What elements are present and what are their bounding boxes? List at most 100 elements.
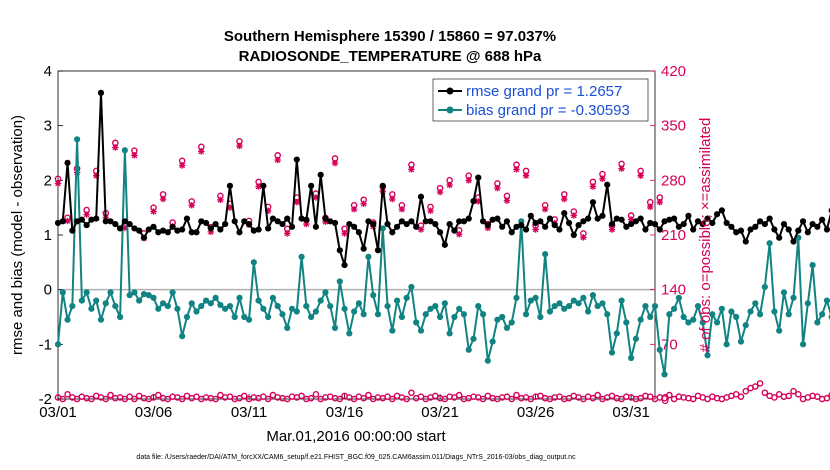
rmse-point	[484, 222, 491, 229]
bias-point	[436, 313, 444, 321]
rmse-point	[508, 229, 515, 236]
bias-point	[312, 308, 320, 315]
obs-assimilated-stroke	[427, 207, 434, 214]
bias-point	[78, 297, 85, 304]
obs-assimilated-stroke	[570, 212, 577, 219]
x-tick-label: 03/31	[612, 404, 650, 421]
obs-assimilated-stroke	[55, 180, 61, 187]
obs-possible-marker	[212, 395, 219, 403]
rmse-point	[169, 223, 176, 230]
bias-point	[441, 300, 448, 307]
bias-point	[389, 327, 396, 334]
legend-rmse-label: rmse grand pr = 1.2657	[466, 83, 622, 100]
rmse-point	[374, 247, 382, 254]
rmse-point	[742, 238, 749, 245]
rmse-point	[522, 226, 530, 233]
y-tick-label: -2	[39, 391, 52, 408]
rmse-point	[747, 226, 754, 233]
obs-assimilated-stroke	[131, 152, 138, 159]
rmse-point	[308, 182, 315, 189]
rmse-point	[580, 218, 587, 225]
bias-point	[465, 346, 472, 353]
rmse-point	[618, 216, 625, 223]
rmse-point	[236, 229, 243, 236]
bias-point	[656, 346, 663, 353]
rmse-point	[561, 210, 568, 217]
bias-point	[202, 297, 210, 304]
obs-possible-marker	[264, 395, 272, 403]
bias-point	[542, 251, 549, 258]
obs-assimilated-stroke	[456, 231, 463, 238]
bias-point	[647, 313, 654, 321]
rmse-point	[661, 218, 668, 225]
legend-bias-label: bias grand pr = -0.30593	[466, 102, 630, 119]
bias-point	[403, 294, 410, 301]
obs-assimilated-stroke	[609, 226, 615, 233]
bias-point	[331, 324, 339, 332]
bias-point	[522, 311, 530, 318]
obs-assimilated-marker	[637, 172, 644, 179]
bias-point	[623, 319, 630, 326]
obs-assimilated-stroke	[618, 165, 625, 172]
rmse-point	[222, 220, 229, 228]
chart-title-line1: Southern Hemisphere 15390 / 15860 = 97.0…	[224, 28, 556, 45]
obs-assimilated-stroke	[198, 148, 205, 155]
rmse-point	[241, 218, 248, 225]
bias-point	[661, 371, 668, 378]
rmse-point	[97, 89, 105, 96]
obs-assimilated-stroke	[532, 226, 539, 233]
obs-assimilated-stroke	[341, 230, 348, 237]
rmse-point	[327, 218, 334, 225]
bias-point	[269, 294, 277, 301]
rmse-point	[417, 193, 425, 200]
obs-possible-marker	[508, 395, 516, 403]
rmse-point	[479, 218, 487, 225]
bias-point	[188, 300, 195, 307]
rmse-point	[250, 227, 257, 234]
rmse-point	[164, 229, 171, 236]
bias-point	[494, 316, 501, 323]
rmse-point	[217, 226, 224, 233]
obs-assimilated-marker	[599, 175, 606, 182]
bias-point	[155, 305, 162, 312]
bias-point	[766, 240, 773, 247]
bias-point	[379, 225, 386, 232]
rmse-point	[651, 220, 659, 228]
obs-possible-marker	[785, 392, 793, 400]
obs-assimilated-stroke	[274, 157, 281, 163]
rmse-point	[575, 222, 582, 229]
obs-possible-marker	[360, 394, 367, 402]
rmse-point	[565, 219, 573, 227]
rmse-point	[370, 220, 377, 228]
rmse-point	[733, 229, 740, 236]
obs-assimilated-marker	[303, 220, 310, 228]
bias-point	[589, 292, 597, 299]
obs-assimilated-marker	[131, 152, 138, 159]
obs-possible-marker	[455, 391, 463, 399]
rmse-point	[465, 215, 472, 222]
x-tick-label: 03/16	[326, 404, 364, 421]
obs-possible-marker	[761, 389, 769, 397]
bias-point	[255, 297, 262, 304]
obs-possible-marker	[312, 391, 320, 398]
obs-assimilated-marker	[417, 226, 425, 233]
obs-possible-marker	[589, 394, 597, 402]
bias-point	[756, 311, 764, 318]
rmse-point	[690, 226, 697, 233]
bias-point	[360, 311, 367, 318]
bias-point	[819, 311, 826, 318]
bias-point	[64, 316, 71, 323]
rmse-point	[269, 215, 277, 222]
bias-point	[690, 316, 697, 323]
obs-possible-marker	[298, 392, 305, 400]
bias-point	[776, 327, 783, 334]
bias-point	[546, 308, 554, 315]
bias-point	[222, 305, 229, 312]
rmse-point	[193, 229, 200, 236]
obs-assimilated-marker	[647, 203, 654, 211]
bias-point	[179, 333, 186, 340]
rmse-point	[460, 218, 468, 225]
rmse-point	[121, 218, 128, 225]
x-tick-label: 03/11	[231, 404, 267, 421]
bias-point	[245, 316, 253, 323]
